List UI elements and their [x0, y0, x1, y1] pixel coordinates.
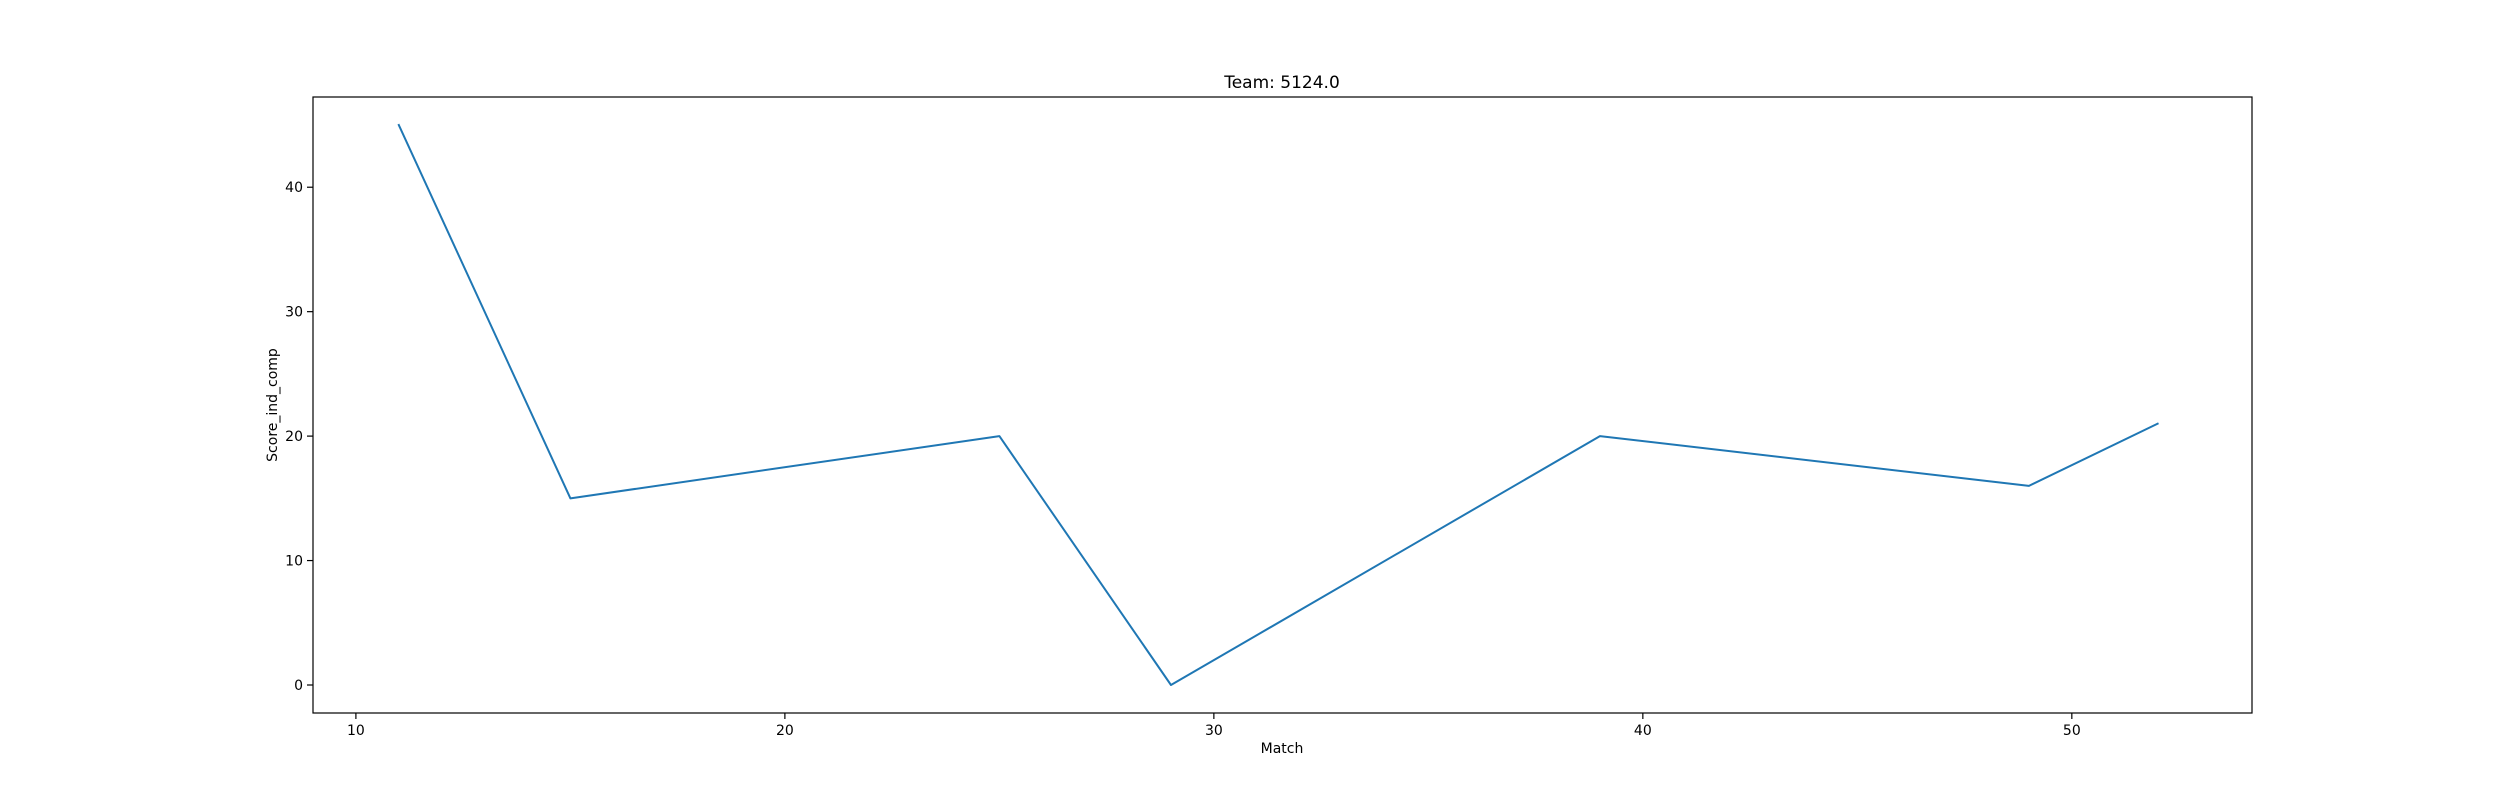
y-tick-label: 10	[285, 554, 303, 570]
x-axis: 10 20 30 40 50	[347, 713, 2081, 739]
series-layer	[399, 125, 2158, 685]
x-tick-label: 20	[776, 723, 794, 739]
y-tick-label: 20	[285, 429, 303, 445]
y-tick-label: 0	[294, 678, 303, 694]
y-tick-label: 30	[285, 305, 303, 321]
x-tick-label: 10	[347, 723, 365, 739]
chart-title: Team: 5124.0	[1223, 73, 1340, 93]
y-axis-label: Score_ind_comp	[265, 348, 281, 462]
x-axis-label: Match	[1261, 741, 1304, 757]
x-tick-label: 50	[2063, 723, 2081, 739]
x-tick-label: 40	[1634, 723, 1652, 739]
series-line	[399, 125, 2158, 685]
y-tick-label: 40	[285, 180, 303, 196]
y-axis: 0 10 20 30 40	[285, 180, 313, 694]
x-tick-label: 30	[1205, 723, 1223, 739]
